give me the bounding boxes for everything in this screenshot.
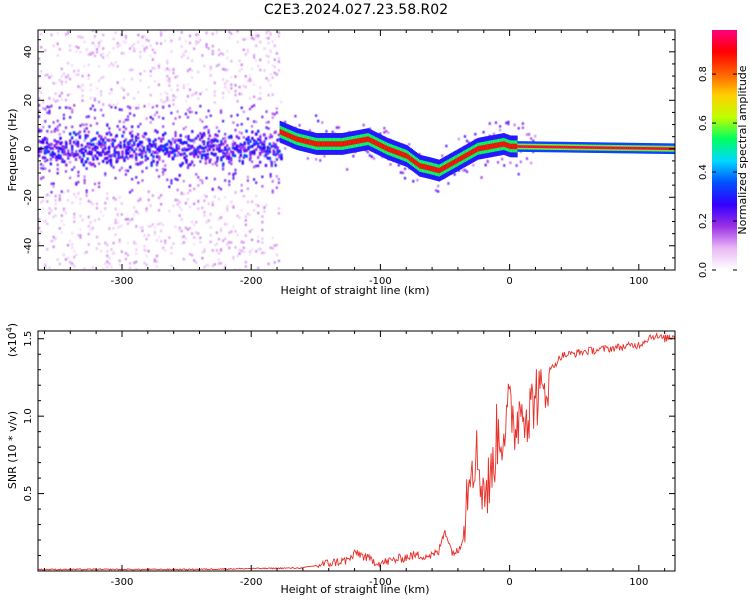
- spectrogram-y-tick-label: 20: [23, 94, 34, 107]
- spectrogram-x-axis-label: Height of straight line (km): [280, 284, 429, 297]
- spectrogram-heatmap: [38, 30, 675, 270]
- colorbar-tick-label: 0.6: [698, 115, 709, 131]
- colorbar-scale: [712, 30, 737, 270]
- snr-plot-area: [38, 331, 675, 571]
- snr-y-tick-label: 0.5: [23, 486, 34, 502]
- spectrogram-y-tick-label: 0: [23, 146, 34, 152]
- snr-x-tick-label: -300: [111, 577, 134, 588]
- snr-series-line: [38, 332, 675, 571]
- spectrogram-frame: [37, 29, 676, 271]
- page-title: C2E3.2024.027.23.58.R02: [263, 2, 449, 18]
- spectrogram-x-tick-label: 100: [629, 276, 648, 287]
- snr-panel: -300 -200 -100 0 100 0.5 1.0 1.5 Height of stra…: [5, 323, 676, 596]
- spectrogram-x-tick-label: -100: [369, 276, 392, 287]
- snr-multiplier-label: (x104): [5, 323, 19, 357]
- spectrogram-y-tick-label: -40: [23, 238, 34, 254]
- spectrogram-x-tick-label: -300: [111, 276, 134, 287]
- snr-y-axis-label: SNR (10 * v/v): [6, 411, 19, 489]
- snr-x-tick-label: -200: [240, 577, 263, 588]
- snr-line-layer: [38, 332, 675, 571]
- spectrogram-y-tick-label: -20: [23, 189, 34, 205]
- spectrogram-x-tick-label: -200: [240, 276, 263, 287]
- snr-y-tick-label: 1.5: [23, 331, 34, 347]
- snr-x-axis-label: Height of straight line (km): [280, 583, 429, 596]
- spectrogram-y-axis-label: Frequency (Hz): [6, 109, 19, 192]
- spectrogram-signal-ridge: [279, 120, 675, 182]
- colorbar-tick-label: 0.2: [698, 213, 709, 229]
- colorbar-tick-label: 0.4: [698, 164, 709, 180]
- snr-y-tick-label: 1.0: [23, 408, 34, 424]
- colorbar-label: Normalized spectral amplitude: [736, 65, 749, 234]
- colorbar: 0.0 0.2 0.4 0.6 0.8 Normalized spectral ampl…: [698, 30, 749, 278]
- colorbar-tick-label: 0.8: [698, 66, 709, 82]
- snr-frame: [37, 330, 676, 572]
- spectrogram-noise-band: [38, 129, 283, 169]
- spectrogram-y-tick-label: 40: [23, 45, 34, 58]
- colorbar-ticks: 0.0 0.2 0.4 0.6 0.8: [698, 66, 737, 278]
- snr-x-tick-label: 100: [629, 577, 648, 588]
- snr-x-tick-label: -100: [369, 577, 392, 588]
- spectrogram-x-tick-label: 0: [506, 276, 512, 287]
- colorbar-tick-label: 0.0: [698, 262, 709, 278]
- snr-x-tick-label: 0: [506, 577, 512, 588]
